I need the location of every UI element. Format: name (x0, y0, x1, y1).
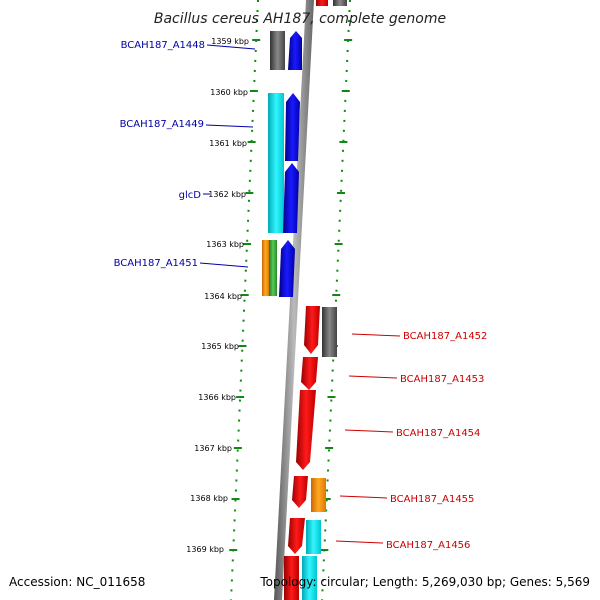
gene-leader-a1451 (199, 262, 249, 268)
tick-label: 1359 kbp (211, 37, 249, 46)
gene-red-a1455 (292, 476, 308, 508)
gene-cyan-a1449 (268, 93, 284, 233)
genome-title: Bacillus cereus AH187, complete genome (154, 11, 446, 27)
gene-top-grey (333, 0, 347, 6)
tick-label: 1366 kbp (198, 393, 236, 402)
tick-label: 1364 kbp (204, 292, 242, 301)
genome-backbone (274, 0, 314, 600)
gene-red-a1456 (288, 518, 305, 554)
gene-label-a1449[interactable]: BCAH187_A1449 (120, 119, 204, 130)
gene-blue-glcd (283, 163, 299, 233)
gene-leader-a1454 (344, 429, 394, 433)
gene-grey-a1448 (270, 31, 285, 70)
gene-red-a1452 (304, 306, 320, 354)
tick-label: 1365 kbp (201, 342, 239, 351)
gene-top-red (316, 0, 328, 6)
gene-grey-a1452 (322, 307, 337, 357)
gene-leader-a1452 (351, 333, 401, 337)
accession-label: Accession: NC_011658 (9, 575, 145, 589)
gene-orange-a1455 (311, 478, 326, 512)
gene-label-a1456[interactable]: BCAH187_A1456 (386, 540, 470, 551)
gene-orange-a1451 (262, 240, 269, 296)
tick-label: 1369 kbp (186, 545, 224, 554)
tick-label: 1361 kbp (209, 139, 247, 148)
gene-leader-a1455 (339, 495, 388, 499)
gene-label-a1453[interactable]: BCAH187_A1453 (400, 374, 484, 385)
gene-red-bottom (284, 556, 299, 600)
tick-label: 1368 kbp (190, 494, 228, 503)
gene-blue-a1448 (288, 31, 302, 70)
gene-cyan-bottom (302, 556, 317, 600)
tick-label: 1360 kbp (210, 88, 248, 97)
gene-label-a1455[interactable]: BCAH187_A1455 (390, 494, 474, 505)
gene-green-a1451 (269, 240, 277, 296)
gene-cyan-a1456 (306, 520, 321, 554)
gene-leader-a1448 (206, 44, 256, 50)
gene-red-a1454 (296, 390, 316, 470)
tick-label: 1362 kbp (208, 190, 246, 199)
gene-label-a1448[interactable]: BCAH187_A1448 (121, 40, 205, 51)
gene-label-a1452[interactable]: BCAH187_A1452 (403, 331, 487, 342)
gene-red-a1453 (301, 357, 318, 390)
gene-label-a1454[interactable]: BCAH187_A1454 (396, 428, 480, 439)
gene-label-glcd[interactable]: glcD (179, 190, 202, 201)
topology-label: Topology: circular; Length: 5,269,030 bp… (259, 575, 590, 589)
gene-label-a1451[interactable]: BCAH187_A1451 (114, 258, 198, 269)
tick-label: 1367 kbp (194, 444, 232, 453)
tick-dashes (229, 39, 353, 551)
gene-leader-a1449 (205, 124, 254, 128)
gene-blue-a1451 (279, 240, 295, 297)
gene-blue-a1449 (285, 93, 300, 161)
gene-leader-a1453 (348, 375, 398, 379)
gene-leader-a1456 (335, 540, 384, 544)
tick-label: 1363 kbp (206, 240, 244, 249)
